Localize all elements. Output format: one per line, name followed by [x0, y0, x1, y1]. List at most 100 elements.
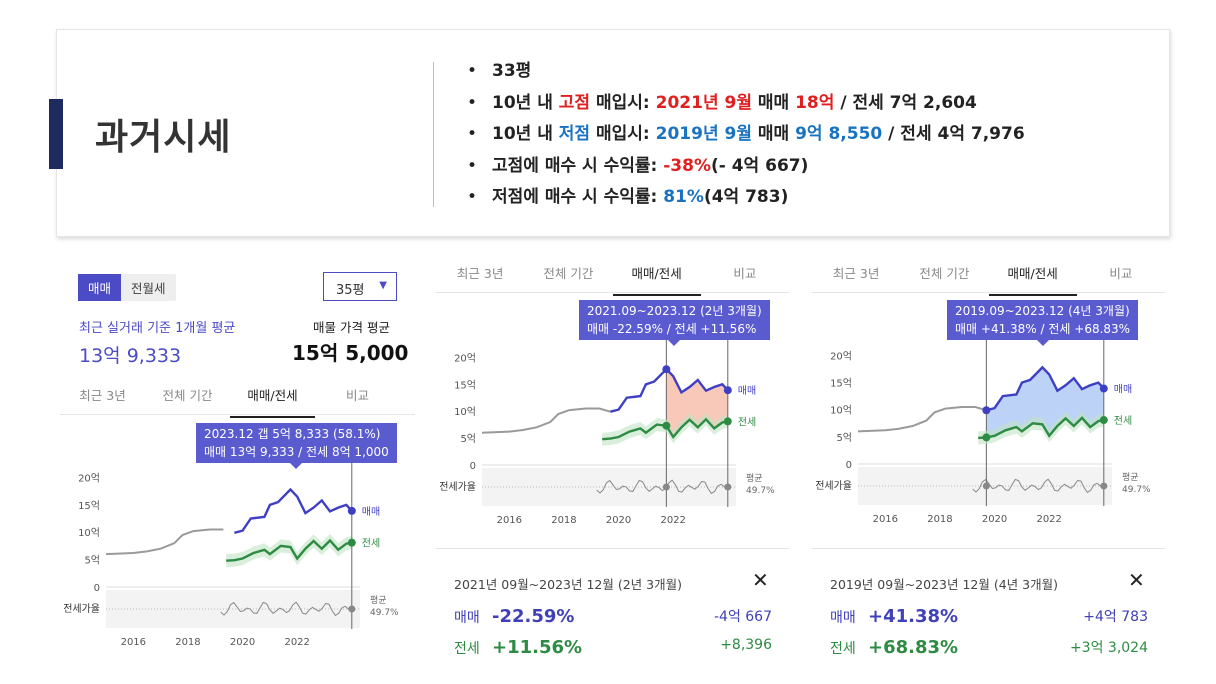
period-stats: 2019년 09월~2023년 12월 (4년 3개월) ✕ 매매 +41.38…	[812, 552, 1165, 682]
tab-sale-rent[interactable]: 매매/전세	[612, 263, 701, 296]
y-tick-label: 0	[94, 583, 100, 594]
rent-series-label: 전세	[362, 538, 380, 550]
toggle-rent[interactable]: 전월세	[131, 281, 166, 296]
sale-end-point	[723, 386, 732, 395]
x-tick-label: 2020	[230, 637, 255, 648]
period-tooltip: 2019.09~2023.12 (4년 3개월) 매매 +41.38% / 전세…	[947, 300, 1139, 346]
ratio-avg-value: 49.7%	[370, 608, 399, 618]
ratio-start-point	[982, 482, 990, 490]
x-tick-label: 2018	[927, 514, 952, 525]
sale-start-point	[982, 406, 991, 415]
tab-divider	[60, 414, 415, 415]
rent-line	[978, 416, 1105, 440]
ratio-line	[972, 478, 1104, 494]
rent-stat-row: 전세 +68.83% +3억 3,024	[830, 637, 1148, 658]
y-tick-label: 15억	[830, 378, 852, 390]
tab-all-period[interactable]: 전체 기간	[162, 388, 213, 403]
rent-line	[226, 538, 353, 562]
price-chart[interactable]: 20억 15억 10억 5억 0 전세가율 평균 49.7% 2016 2018 2020 2022 매…	[60, 460, 420, 655]
rent-line	[602, 417, 729, 441]
tab-divider	[812, 292, 1165, 293]
summary-item-size: 33평	[467, 56, 1025, 88]
chevron-down-icon: ▼	[379, 280, 387, 291]
listing-price-label: 매물 가격 평균	[313, 320, 390, 335]
stats-divider	[812, 548, 1165, 549]
ratio-label: 전세가율	[815, 480, 852, 492]
sale-end-point	[1099, 384, 1108, 393]
x-tick-label: 2016	[121, 637, 146, 648]
sale-start-point	[662, 365, 671, 374]
tab-compare[interactable]: 비교	[1109, 266, 1133, 281]
y-tick-label: 10억	[78, 527, 100, 539]
y-tick-label: 5억	[84, 555, 100, 567]
ratio-end-point	[348, 605, 356, 613]
tab-sale-rent[interactable]: 매매/전세	[988, 263, 1077, 296]
divider	[433, 62, 434, 207]
y-tick-label: 5억	[836, 432, 852, 444]
y-tick-label: 10억	[830, 405, 852, 417]
tab-compare[interactable]: 비교	[345, 388, 369, 403]
chart-tooltip: 2023.12 갭 5억 8,333 (58.1%) 매매 13억 9,333 …	[196, 423, 397, 469]
x-tick-label: 2022	[1036, 514, 1061, 525]
deal-type-toggle: 매매 전월세	[78, 274, 176, 301]
sale-amount: -4억 667	[713, 609, 772, 625]
tab-recent-3y[interactable]: 최근 3년	[832, 266, 880, 281]
tab-sale-rent[interactable]: 매매/전세	[230, 385, 315, 418]
ratio-end-point	[724, 483, 732, 491]
period-chart[interactable]: 20억 15억 10억 5억 0 전세가율 평균 49.7% 2016 2018 2020 2022 매…	[436, 340, 789, 535]
rent-range-band	[226, 533, 352, 568]
y-tick-label: 20억	[454, 352, 476, 364]
rent-amount: +3억 3,024	[1069, 640, 1148, 656]
ratio-start-point	[662, 483, 670, 491]
period-range: 2021년 09월~2023년 12월 (2년 3개월)	[454, 577, 682, 592]
sale-line	[234, 487, 353, 534]
ratio-avg-label: 평균	[1122, 472, 1139, 483]
y-tick-label: 15억	[78, 500, 100, 512]
tab-divider	[436, 292, 789, 293]
ratio-label: 전세가율	[63, 603, 100, 615]
ratio-avg-label: 평균	[746, 473, 763, 484]
x-tick-label: 2016	[873, 514, 898, 525]
period-range: 2019년 09월~2023년 12월 (4년 3개월)	[830, 577, 1058, 592]
ratio-label: 전세가율	[439, 481, 476, 493]
rent-start-point	[662, 421, 671, 430]
y-tick-label: 5억	[460, 433, 476, 445]
y-tick-label: 0	[470, 461, 476, 472]
size-select-value: 35평	[336, 283, 365, 298]
tab-all-period[interactable]: 전체 기간	[919, 266, 970, 281]
tab-recent-3y[interactable]: 최근 3년	[456, 266, 504, 281]
ratio-avg-value: 49.7%	[746, 486, 775, 496]
tab-all-period[interactable]: 전체 기간	[543, 266, 594, 281]
close-icon[interactable]: ✕	[752, 568, 769, 592]
y-tick-label: 15억	[454, 379, 476, 391]
listing-price-value: 15억 5,000	[292, 341, 409, 365]
ratio-line	[596, 479, 728, 495]
sale-line	[610, 367, 729, 413]
tab-recent-3y[interactable]: 최근 3년	[79, 388, 126, 403]
rent-label: 전세	[454, 641, 480, 657]
ratio-end-point	[1100, 482, 1108, 490]
y-tick-label: 20억	[78, 472, 100, 484]
rent-amount: +8,396	[720, 637, 772, 653]
recent-price-value: 13억 9,333	[79, 345, 182, 367]
ratio-line	[220, 601, 352, 617]
sale-history-line	[105, 528, 224, 556]
rent-label: 전세	[830, 641, 856, 657]
close-icon[interactable]: ✕	[1128, 568, 1145, 592]
summary-item-trough: 10년 내 저점 매입시: 2019년 9월 매매 9억 8,550 / 전세 …	[467, 119, 1025, 151]
ratio-avg-value: 49.7%	[1122, 485, 1151, 495]
toggle-sale[interactable]: 매매	[78, 274, 122, 301]
sale-stat-row: 매매 -22.59% -4억 667	[454, 606, 772, 627]
rent-end-point	[1099, 416, 1108, 425]
rent-stat-row: 전세 +11.56% +8,396	[454, 637, 772, 658]
left-tabs: 최근 3년 전체 기간 매매/전세 비교	[60, 385, 400, 418]
x-tick-label: 2022	[284, 637, 309, 648]
middle-tabs: 최근 3년 전체 기간 매매/전세 비교	[436, 263, 789, 296]
sale-label: 매매	[454, 610, 480, 626]
sale-change: +41.38%	[868, 606, 959, 627]
tab-compare[interactable]: 비교	[733, 266, 757, 281]
period-tooltip: 2021.09~2023.12 (2년 3개월) 매매 -22.59% / 전세…	[579, 300, 770, 346]
summary-card: 과거시세 33평 10년 내 고점 매입시: 2021년 9월 매매 18억 /…	[49, 29, 1170, 237]
period-chart[interactable]: 20억 15억 10억 5억 0 전세가율 평균 49.7% 2016 2018 2020 2022 매…	[812, 340, 1165, 535]
size-select[interactable]: 35평 ▼	[323, 272, 397, 301]
